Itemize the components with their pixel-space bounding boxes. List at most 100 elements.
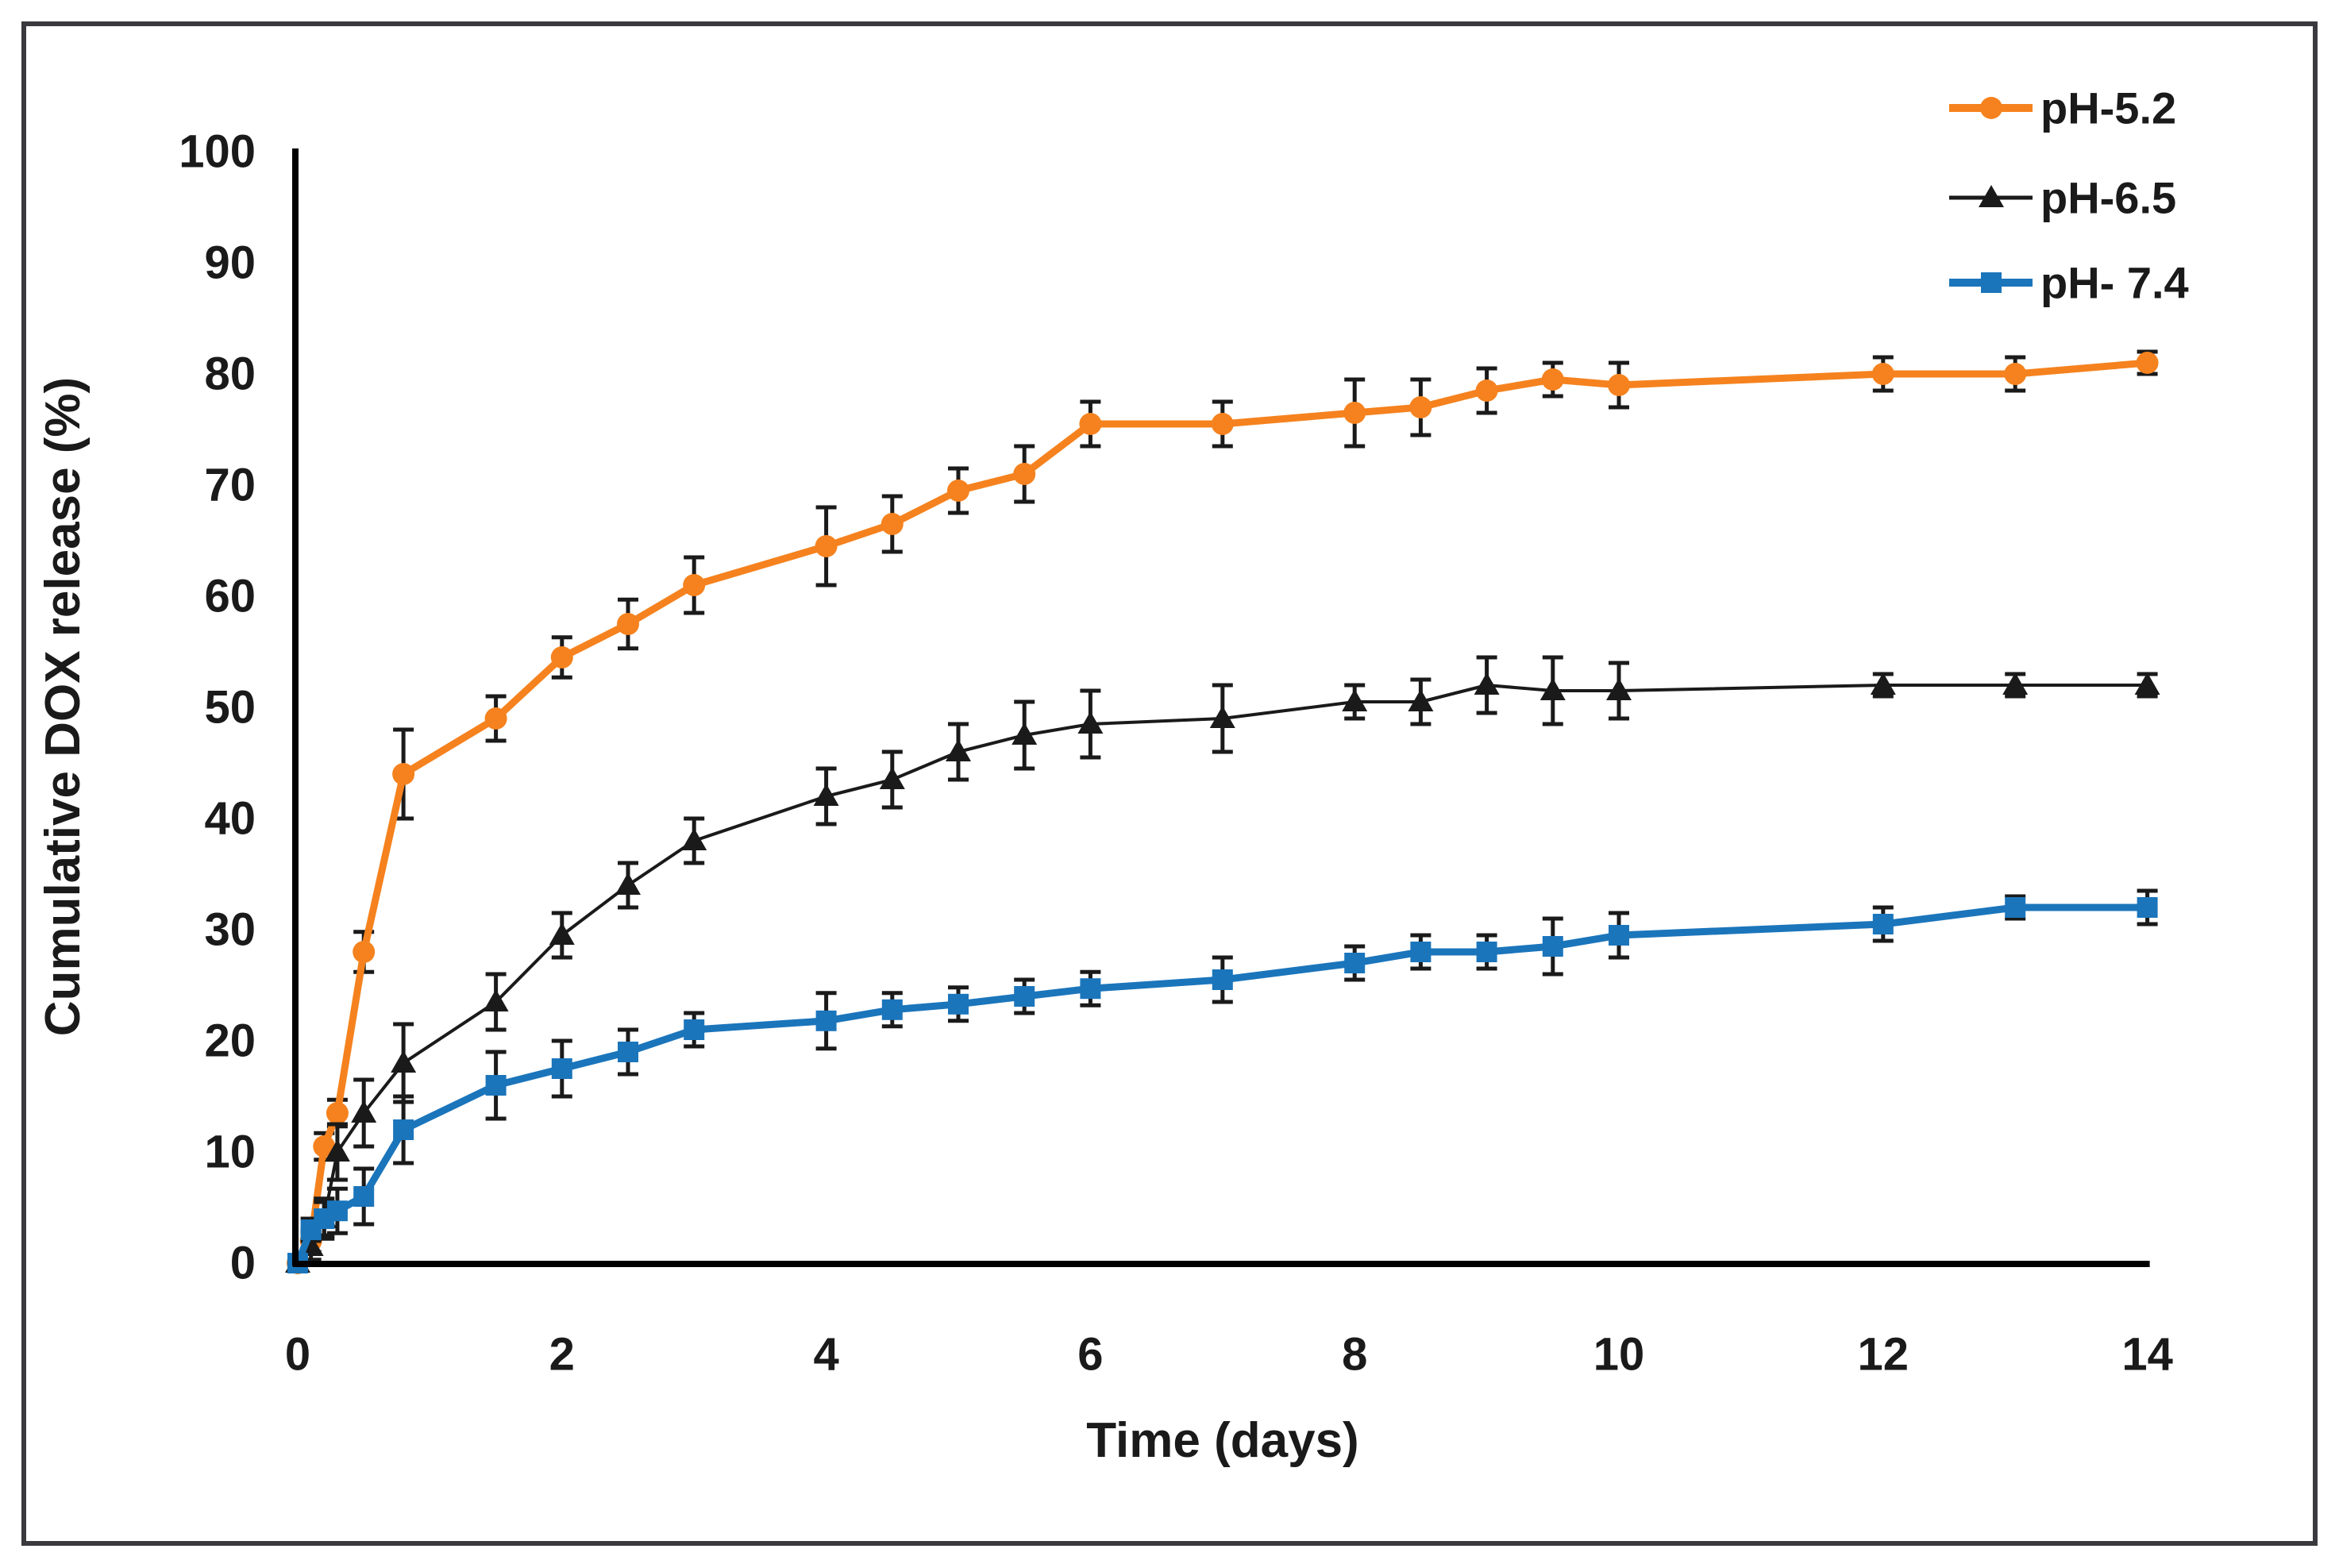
square-marker [326,1200,348,1222]
triangle-marker [1606,678,1632,700]
square-marker [1014,986,1035,1007]
triangle-marker [2134,672,2160,695]
triangle-marker [1870,672,1896,695]
circle-marker [1079,413,1102,435]
legend-entry: pH-5.2 [1949,83,2176,133]
circle-marker [947,480,969,502]
square-marker [1344,953,1366,973]
square-marker [485,1075,507,1096]
legend-square-marker [1981,272,2002,293]
y-tick-label: 60 [204,571,256,622]
triangle-marker [681,828,707,850]
y-tick-label: 50 [204,682,256,734]
triangle-marker [1012,722,1038,745]
x-tick-label: 0 [285,1329,310,1381]
legend-entry: pH-6.5 [1949,173,2176,223]
triangle-marker [2002,672,2029,695]
square-marker [1212,969,1233,990]
triangle-marker [1408,689,1434,711]
legend-circle-marker [1980,97,2002,119]
circle-marker [2004,363,2027,385]
triangle-marker [813,784,839,806]
circle-marker [683,574,706,596]
y-tick-label: 70 [204,460,256,511]
chart-frame [21,21,2318,1546]
x-tick-label: 2 [549,1329,575,1381]
triangle-marker [1539,678,1566,700]
square-marker [353,1186,375,1207]
triangle-marker [1342,689,1368,711]
x-axis-title: Time (days) [1086,1413,1358,1468]
triangle-marker [1474,672,1500,695]
y-tick-label: 40 [204,793,256,845]
square-marker [1476,942,1497,962]
tick-labels: 0 10 20 30 40 50 60 70 80 90 100 0 2 4 6 8 10 12 14 [179,126,2173,1381]
triangle-marker [483,989,509,1011]
circle-marker [1409,396,1432,418]
legend-entry: pH- 7.4 [1949,258,2189,308]
circle-marker [2136,352,2159,374]
y-tick-label: 80 [204,349,256,400]
circle-marker [1871,363,1894,385]
circle-marker [617,613,639,635]
circle-marker [313,1135,336,1158]
square-marker [2005,897,2026,918]
square-marker [393,1119,414,1140]
x-tick-label: 4 [813,1329,838,1381]
triangle-marker [549,923,575,945]
y-tick-label: 20 [204,1015,256,1067]
legend: pH-5.2 pH-6.5 pH- 7.4 [1949,83,2189,308]
circle-marker [484,707,507,730]
axes [292,148,2150,1267]
circle-marker [1343,402,1366,424]
x-tick-label: 6 [1077,1329,1103,1381]
x-tick-label: 14 [2121,1329,2173,1381]
plot-area [285,349,2160,1274]
triangle-marker [615,873,641,895]
triangle-marker [351,1100,377,1123]
triangle-marker [879,767,905,789]
triangle-marker [1077,711,1104,734]
circle-marker [353,941,376,963]
square-marker [815,1010,837,1031]
series-pH-7.4 [287,888,2158,1273]
x-tick-label: 12 [1858,1329,1909,1381]
circle-marker [1475,379,1498,402]
triangle-marker [1209,706,1235,728]
square-marker [1542,936,1563,957]
circle-marker [815,535,838,557]
square-marker [1609,925,1629,946]
circle-marker [550,646,573,668]
square-marker [1080,978,1101,1000]
circle-marker [1541,368,1564,391]
square-marker [1410,942,1432,962]
triangle-marker [324,1139,350,1162]
square-marker [551,1058,572,1079]
square-marker [1872,914,1894,934]
circle-marker [1608,374,1630,396]
x-tick-label: 10 [1593,1329,1645,1381]
triangle-marker [391,1050,417,1073]
y-tick-label: 10 [204,1127,256,1178]
square-marker [618,1042,638,1062]
circle-marker [392,763,415,785]
legend-label: pH- 7.4 [2040,258,2189,308]
legend-label: pH-6.5 [2040,173,2176,223]
square-marker [948,993,969,1015]
square-marker [2137,897,2158,918]
y-tick-label: 30 [204,904,256,956]
y-tick-label: 100 [179,126,256,178]
circle-marker [1211,413,1234,435]
legend-label: pH-5.2 [2040,83,2176,133]
circle-marker [880,513,904,535]
y-tick-label: 90 [204,237,256,289]
series-markers [287,897,2158,1273]
triangle-marker [946,739,971,761]
y-axis-title: Cumulative DOX release (%) [36,377,91,1036]
circle-marker [1013,463,1036,485]
y-tick-label: 0 [230,1238,256,1289]
square-marker [684,1019,705,1040]
legend-triangle-marker [1979,185,2004,207]
